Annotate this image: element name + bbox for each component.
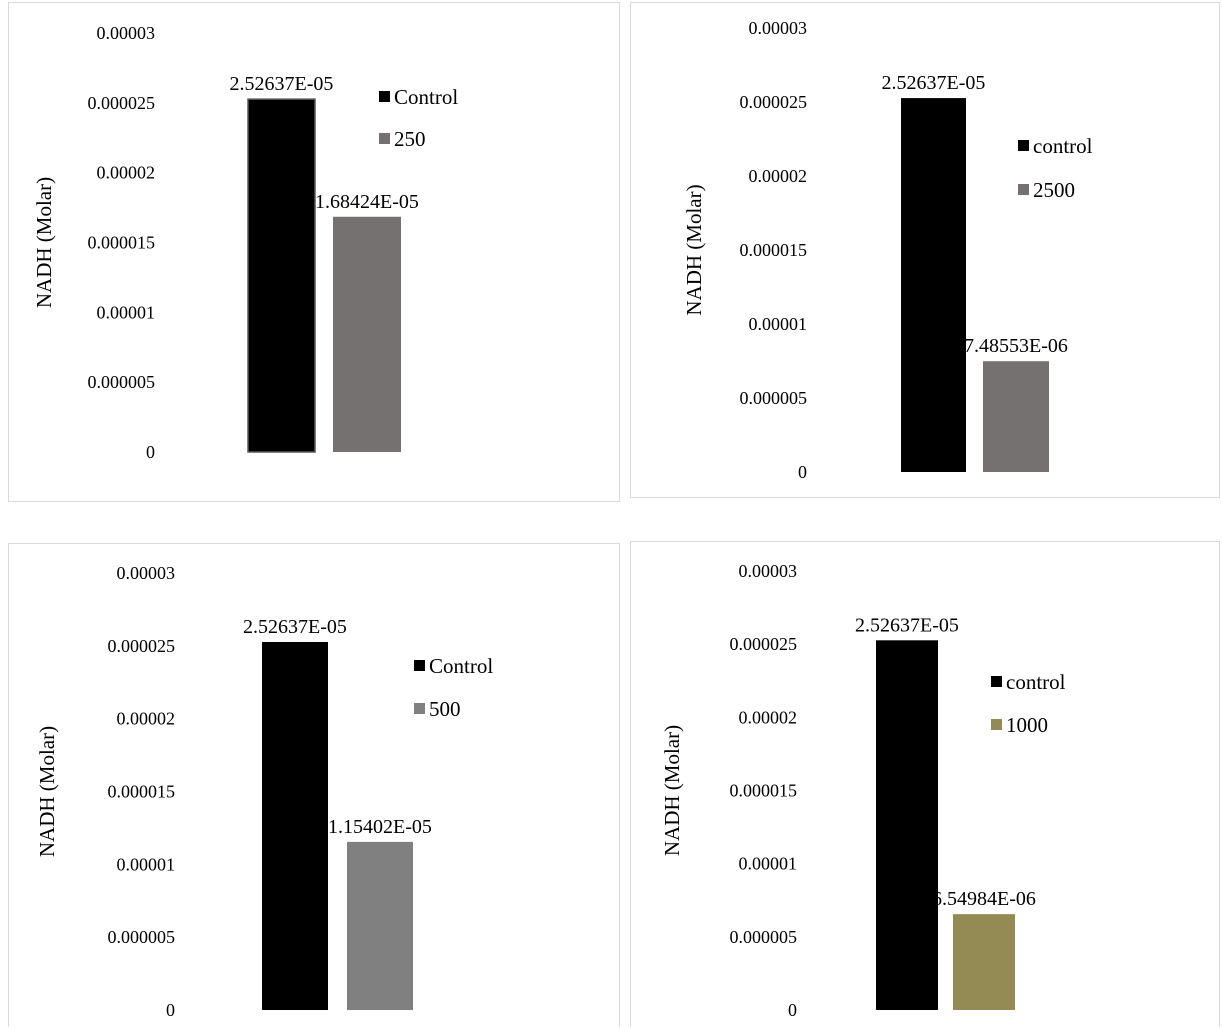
bar-control <box>901 98 966 473</box>
y-tick-label: 0.000005 <box>108 927 176 947</box>
y-tick-label: 0.000005 <box>88 372 156 392</box>
y-tick-label: 0.000005 <box>740 388 808 408</box>
chart-panel-250: 0 0.000005 0.00001 0.000015 0.00002 0.000025 0… <box>8 2 620 502</box>
chart-panel-500: 0 0.000005 0.00001 0.000015 0.00002 0.000025 0… <box>8 543 620 1027</box>
y-tick-label: 0.00002 <box>117 709 176 729</box>
y-tick-label: 0.000025 <box>88 93 156 113</box>
y-tick-label: 0.00002 <box>749 166 808 186</box>
y-tick-label: 0 <box>798 462 807 482</box>
y-tick-label: 0.000025 <box>108 636 176 656</box>
y-tick-label: 0.00003 <box>117 563 176 583</box>
data-label: 6.54984E-06 <box>932 888 1036 910</box>
data-label: 2.52637E-05 <box>243 616 347 638</box>
y-tick-label: 0.00001 <box>739 854 798 874</box>
legend-swatch <box>991 719 1002 730</box>
legend-swatch <box>414 660 425 671</box>
legend-label: control <box>1033 134 1093 158</box>
y-tick-label: 0.000025 <box>730 634 798 654</box>
bar-Control <box>262 641 328 1010</box>
legend-label: 1000 <box>1006 713 1048 737</box>
y-tick-label: 0.000005 <box>730 927 798 947</box>
y-tick-label: 0.000025 <box>740 92 808 112</box>
legend-label: 2500 <box>1033 178 1075 202</box>
legend-swatch <box>991 676 1002 687</box>
legend-swatch <box>1018 184 1029 195</box>
data-label: 2.52637E-05 <box>882 72 986 94</box>
y-tick-label: 0.000015 <box>88 233 156 253</box>
y-tick-label: 0.00002 <box>739 707 798 727</box>
legend-label: Control <box>394 85 458 109</box>
data-label: 1.15402E-05 <box>328 816 432 838</box>
y-tick-label: 0.000015 <box>108 782 176 802</box>
y-axis-title: NADH (Molar) <box>32 177 56 308</box>
y-tick-label: 0.00001 <box>117 854 176 874</box>
y-tick-label: 0.00001 <box>97 302 156 322</box>
y-axis-title: NADH (Molar) <box>35 726 59 857</box>
bar-control <box>876 640 938 1010</box>
chart-panel-1000: 0 0.000005 0.00001 0.000015 0.00002 0.000025 0… <box>630 541 1220 1027</box>
bar-chart: 0 0.000005 0.00001 0.000015 0.00002 0.000025 0… <box>35 563 493 1020</box>
bar-chart: 0 0.000005 0.00001 0.000015 0.00002 0.000025 0… <box>682 18 1093 482</box>
legend-swatch <box>379 91 390 102</box>
y-tick-label: 0.000015 <box>730 781 798 801</box>
legend-swatch <box>1018 140 1029 151</box>
bar-chart: 0 0.000005 0.00001 0.000015 0.00002 0.000025 0… <box>660 561 1066 1020</box>
y-tick-label: 0 <box>166 1000 175 1020</box>
legend-label: 250 <box>394 127 426 151</box>
y-tick-label: 0.00003 <box>739 561 798 581</box>
chart-panel-2500: 0 0.000005 0.00001 0.000015 0.00002 0.000025 0… <box>630 2 1220 498</box>
legend-label: Control <box>429 654 493 678</box>
data-label: 2.52637E-05 <box>855 614 959 636</box>
legend-label: 500 <box>429 697 461 721</box>
bar-chart: 0 0.000005 0.00001 0.000015 0.00002 0.000025 0… <box>32 23 458 462</box>
y-axis-title: NADH (Molar) <box>660 725 684 856</box>
y-axis-title: NADH (Molar) <box>682 184 706 315</box>
bar-2500 <box>983 361 1049 472</box>
legend-label: control <box>1006 670 1066 694</box>
y-tick-label: 0 <box>146 442 155 462</box>
y-tick-label: 0.00002 <box>97 163 156 183</box>
bar-500 <box>347 841 413 1010</box>
y-tick-label: 0.00003 <box>749 18 808 38</box>
y-tick-label: 0 <box>788 1000 797 1020</box>
bar-1000 <box>953 914 1015 1010</box>
data-label: 2.52637E-05 <box>230 73 334 95</box>
bar-Control <box>247 98 316 453</box>
legend-swatch <box>379 133 390 144</box>
y-tick-label: 0.000015 <box>740 240 808 260</box>
legend-swatch <box>414 703 425 714</box>
data-label: 1.68424E-05 <box>315 191 419 213</box>
bar-250 <box>333 216 401 452</box>
data-label: 7.48553E-06 <box>964 335 1068 357</box>
y-tick-label: 0.00003 <box>97 23 156 43</box>
y-tick-label: 0.00001 <box>749 314 808 334</box>
